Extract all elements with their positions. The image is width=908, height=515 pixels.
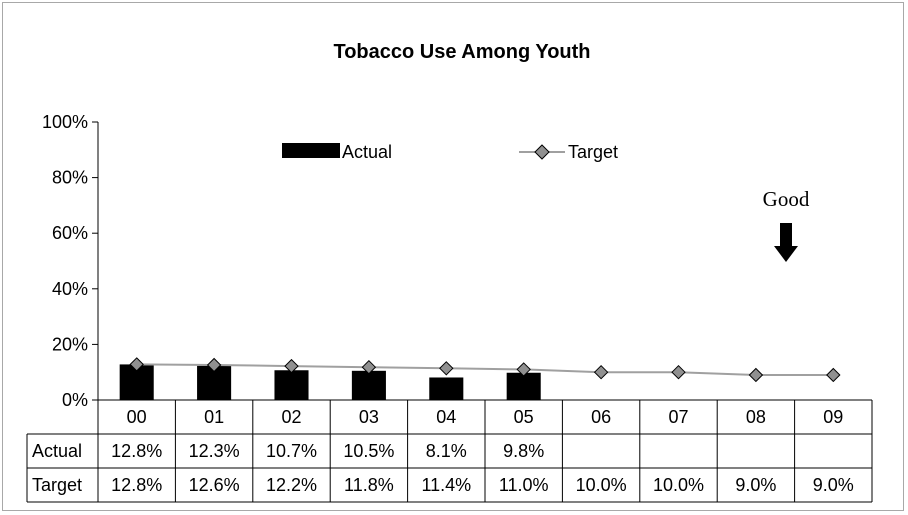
target-marker bbox=[361, 359, 377, 375]
table-cell-value: 9.8% bbox=[503, 441, 544, 461]
legend-label-target: Target bbox=[568, 142, 618, 162]
y-tick-label: 20% bbox=[52, 334, 88, 354]
x-tick-label: 04 bbox=[436, 407, 456, 427]
table-cell-value: 10.0% bbox=[653, 475, 704, 495]
target-marker bbox=[671, 364, 686, 380]
table-cell-value: 12.8% bbox=[111, 475, 162, 495]
legend-label-actual: Actual bbox=[342, 142, 392, 162]
table-cell-value: 11.8% bbox=[344, 475, 394, 495]
target-marker bbox=[748, 367, 764, 383]
good-annotation: Good bbox=[763, 187, 810, 262]
x-tick-label: 01 bbox=[204, 407, 224, 427]
table-cell-value: 11.0% bbox=[499, 475, 549, 495]
x-tick-label: 06 bbox=[591, 407, 611, 427]
y-tick-label: 0% bbox=[62, 390, 88, 410]
y-tick-label: 80% bbox=[52, 168, 88, 188]
table-cell-value: 12.8% bbox=[111, 441, 162, 461]
target-marker bbox=[826, 367, 841, 383]
target-marker bbox=[439, 361, 454, 376]
down-arrow-icon bbox=[774, 223, 798, 262]
table-row-label: Actual bbox=[32, 441, 82, 461]
data-table: 00 01 02 03 04 05 06 07 08 09 Actual 12.8% 12.3% 10.7… bbox=[26, 399, 873, 503]
legend-swatch-actual bbox=[282, 143, 340, 158]
table-cell-value: 9.0% bbox=[813, 475, 854, 495]
target-line bbox=[129, 357, 841, 383]
x-tick-label: 03 bbox=[359, 407, 379, 427]
y-tick-label: 100% bbox=[42, 112, 88, 132]
table-cell-value: 8.1% bbox=[426, 441, 467, 461]
legend-swatch-target-marker bbox=[534, 144, 550, 160]
x-tick-label: 08 bbox=[746, 407, 766, 427]
target-marker bbox=[516, 362, 531, 377]
bar-actual bbox=[351, 370, 386, 400]
table-cell-value: 11.4% bbox=[421, 475, 471, 495]
x-tick-label: 02 bbox=[281, 407, 301, 427]
x-tick-label: 00 bbox=[127, 407, 147, 427]
target-marker bbox=[206, 357, 222, 373]
table-cell-value: 10.5% bbox=[343, 441, 394, 461]
target-series-line bbox=[136, 363, 834, 376]
y-tick-label: 60% bbox=[52, 223, 88, 243]
legend: Actual Target bbox=[282, 142, 618, 162]
table-cell-value: 10.0% bbox=[576, 475, 627, 495]
x-tick-label: 07 bbox=[668, 407, 688, 427]
chart-title: Tobacco Use Among Youth bbox=[333, 41, 590, 63]
y-tick-label: 40% bbox=[52, 279, 88, 299]
x-tick-label: 09 bbox=[823, 407, 843, 427]
target-marker bbox=[284, 358, 299, 374]
x-tick-label: 05 bbox=[514, 407, 534, 427]
target-marker bbox=[129, 357, 144, 372]
table-cell-value: 10.7% bbox=[266, 441, 317, 461]
target-marker bbox=[593, 364, 609, 380]
bar-actual bbox=[506, 372, 541, 400]
table-row-label: Target bbox=[32, 475, 82, 495]
table-cell-value: 9.0% bbox=[735, 475, 776, 495]
y-axis: 0% 20% 40% 60% 80% 100% bbox=[42, 112, 99, 410]
table-cell-value: 12.2% bbox=[266, 475, 317, 495]
good-label: Good bbox=[763, 187, 810, 211]
table-cell-value: 12.6% bbox=[189, 475, 240, 495]
table-cell-value: 12.3% bbox=[189, 441, 240, 461]
bar-actual bbox=[274, 370, 309, 400]
bar-actual bbox=[429, 377, 464, 400]
